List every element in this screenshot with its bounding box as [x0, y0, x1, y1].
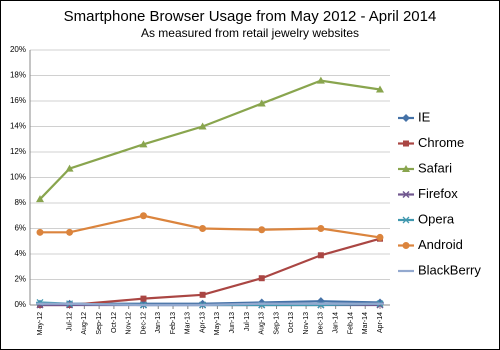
- x-tick-label: Jul-13: [244, 312, 251, 331]
- series: [36, 302, 384, 307]
- legend-marker: [402, 242, 410, 249]
- series: [36, 212, 384, 241]
- legend-label: Opera: [418, 211, 455, 226]
- y-tick-label: 2%: [14, 275, 26, 284]
- y-tick-label: 18%: [10, 71, 26, 80]
- x-tick-label: Aug-13: [259, 312, 266, 335]
- x-tick-label: May-13: [214, 312, 221, 335]
- x-tick-label: Sep-13: [273, 312, 280, 335]
- series: [36, 76, 384, 203]
- y-tick-label: 4%: [14, 249, 26, 258]
- x-tick-label: May-12: [37, 312, 44, 335]
- x-tick-label: Apr-13: [199, 312, 206, 333]
- marker: [198, 122, 207, 130]
- x-tick-label: Feb-14: [347, 312, 354, 334]
- marker: [139, 212, 147, 220]
- marker: [257, 99, 266, 107]
- legend-label: Safari: [418, 160, 452, 175]
- y-tick-label: 14%: [10, 122, 26, 131]
- x-tick-label: Mar-14: [362, 312, 369, 334]
- marker: [376, 85, 384, 93]
- x-tick-label: Mar-13: [185, 312, 192, 334]
- legend-label: IE: [418, 109, 431, 124]
- x-tick-label: Feb-13: [170, 312, 177, 334]
- marker: [66, 228, 74, 236]
- legend-marker: [403, 140, 409, 147]
- x-tick-label: Jun-13: [229, 312, 236, 334]
- marker: [139, 140, 148, 148]
- series-line: [40, 302, 380, 307]
- marker: [258, 226, 266, 234]
- x-tick-label: Jul-12: [66, 312, 73, 331]
- marker: [316, 76, 325, 84]
- y-tick-label: 10%: [10, 173, 26, 182]
- x-tick-label: Oct-12: [111, 312, 118, 333]
- y-tick-label: 6%: [14, 224, 26, 233]
- x-tick-label: Nov-12: [126, 312, 133, 335]
- x-tick-label: Apr-14: [377, 312, 384, 333]
- x-tick-label: Aug-12: [81, 312, 88, 335]
- x-tick-label: Dec-13: [318, 312, 325, 335]
- marker: [317, 225, 325, 232]
- marker: [199, 291, 206, 298]
- y-tick-label: 12%: [10, 147, 26, 156]
- y-tick-label: 16%: [10, 96, 26, 105]
- marker: [258, 275, 265, 282]
- legend-marker: [402, 114, 410, 122]
- legend-label: Chrome: [418, 135, 464, 150]
- marker: [199, 225, 207, 232]
- legend-label: Android: [418, 237, 463, 252]
- legend-marker: [402, 190, 410, 199]
- marker: [65, 164, 74, 172]
- y-tick-label: 8%: [14, 198, 26, 207]
- y-tick-label: 0%: [14, 300, 26, 309]
- legend-label: BlackBerry: [418, 262, 481, 277]
- x-tick-label: Dec-12: [140, 312, 147, 335]
- marker: [376, 233, 384, 241]
- chart-subtitle: As measured from retail jewelry websites: [141, 26, 359, 40]
- marker: [36, 195, 44, 203]
- chart-title: Smartphone Browser Usage from May 2012 -…: [64, 8, 437, 25]
- marker: [140, 295, 147, 302]
- x-tick-label: Sep-12: [96, 312, 103, 335]
- y-tick-label: 20%: [10, 45, 26, 54]
- marker: [317, 252, 324, 259]
- marker: [36, 228, 44, 236]
- x-tick-label: Jan-14: [332, 312, 339, 334]
- x-tick-label: Nov-13: [303, 312, 310, 335]
- legend-marker: [402, 216, 410, 224]
- x-tick-label: Jan-13: [155, 312, 162, 334]
- legend-marker: [402, 165, 410, 172]
- legend-label: Firefox: [418, 186, 458, 201]
- x-tick-label: Oct-13: [288, 312, 295, 333]
